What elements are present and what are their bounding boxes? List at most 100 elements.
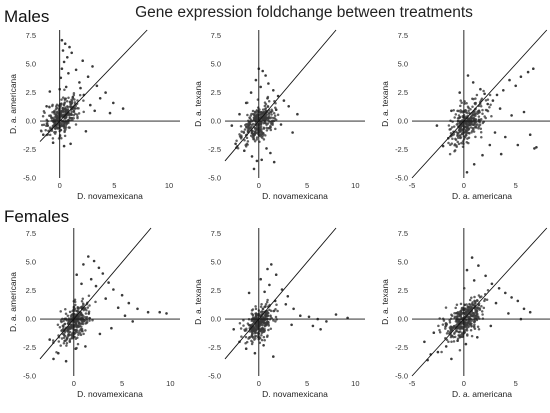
cloud-point — [82, 332, 85, 336]
cloud-point — [466, 105, 470, 109]
data-point — [64, 85, 68, 89]
y-tick-label: 5.0 — [211, 258, 221, 267]
cloud-point — [88, 304, 91, 307]
cloud-point — [263, 101, 267, 104]
data-point — [465, 171, 469, 174]
cloud-point — [251, 129, 254, 133]
data-point — [465, 268, 469, 272]
cloud-point — [459, 302, 463, 306]
cloud-point — [271, 123, 274, 126]
cloud-point — [484, 108, 488, 112]
cloud-point — [60, 102, 63, 105]
cloud-point — [266, 298, 269, 302]
cloud-point — [472, 123, 475, 127]
data-point — [74, 347, 77, 350]
cloud-point — [470, 334, 474, 338]
cloud-point — [474, 135, 477, 139]
data-point — [516, 143, 520, 147]
cloud-point — [265, 300, 269, 304]
cloud-point — [84, 329, 87, 332]
cloud-point — [53, 122, 57, 126]
data-point — [266, 267, 269, 271]
data-point — [46, 124, 49, 127]
ref-line-identity — [39, 29, 148, 142]
data-points — [435, 67, 538, 174]
cloud-point — [68, 340, 72, 344]
cloud-point — [76, 306, 80, 309]
y-tick-label: 2.5 — [26, 88, 36, 97]
data-point — [508, 78, 511, 82]
data-point — [91, 65, 94, 68]
y-tick-label: 0.0 — [398, 315, 408, 324]
cloud-point — [262, 319, 266, 322]
cloud-point — [459, 136, 463, 139]
cloud-point — [464, 109, 467, 112]
cloud-point — [243, 138, 246, 142]
data-point — [244, 101, 248, 105]
scatter-panel-2: -5.0 -2.5 0.0 2.5 5.0 7.5 0 5 10 D. novamexicana D… — [193, 29, 365, 201]
data-point — [476, 336, 479, 339]
cloud-point — [263, 107, 267, 111]
cloud-point — [477, 327, 481, 331]
data-point — [230, 124, 234, 127]
y-axis-label: D. a. americana — [8, 272, 18, 332]
cloud-point — [73, 101, 77, 104]
cloud-point — [454, 113, 458, 116]
data-point — [87, 255, 90, 258]
cloud-point — [67, 329, 70, 332]
cloud-point — [243, 128, 247, 131]
data-point — [535, 146, 538, 149]
cloud-point — [444, 306, 448, 309]
cloud-point — [262, 127, 266, 130]
data-point — [136, 307, 139, 311]
data-point — [441, 144, 445, 148]
cloud-point — [444, 322, 448, 325]
y-tick-label: -2.5 — [23, 343, 36, 352]
cloud-point — [451, 137, 454, 140]
y-tick-label: 7.5 — [26, 31, 36, 40]
cloud-point — [484, 99, 488, 102]
data-point — [274, 273, 278, 276]
cloud-point — [274, 118, 278, 122]
data-point — [67, 72, 70, 75]
cloud-point — [258, 322, 262, 326]
cloud-point — [43, 111, 46, 115]
cloud-point — [255, 136, 259, 139]
cloud-point — [267, 114, 271, 118]
data-point — [93, 109, 96, 113]
data-point — [74, 68, 78, 72]
data-point — [514, 84, 517, 88]
data-point — [81, 59, 84, 62]
data-point — [98, 332, 102, 336]
data-point — [489, 324, 493, 328]
y-tick-label: -5.0 — [208, 174, 221, 183]
y-tick-label: 0.0 — [211, 315, 221, 324]
cloud-point — [69, 327, 73, 330]
cloud-point — [236, 147, 240, 150]
data-point — [62, 60, 66, 64]
data-point — [483, 92, 486, 96]
cloud-point — [471, 105, 474, 108]
data-point — [253, 351, 257, 355]
cloud-point — [274, 106, 277, 110]
cloud-point — [262, 335, 266, 339]
data-point — [274, 108, 278, 111]
cloud-point — [253, 140, 257, 143]
cloud-point — [267, 112, 271, 116]
data-point — [80, 282, 83, 286]
cloud-point — [78, 332, 82, 335]
data-point — [276, 94, 280, 98]
data-point — [499, 152, 503, 156]
data-point — [97, 266, 101, 270]
cloud-point — [464, 131, 468, 134]
data-point — [82, 263, 85, 266]
cloud-point — [69, 105, 72, 109]
cloud-point — [253, 335, 257, 338]
data-point — [458, 91, 461, 94]
cloud-point — [453, 149, 457, 152]
cloud-point — [269, 314, 272, 317]
cloud-point — [69, 103, 73, 107]
cloud-point — [64, 312, 68, 316]
data-point — [528, 310, 532, 314]
x-tick-label: 10 — [166, 379, 174, 388]
